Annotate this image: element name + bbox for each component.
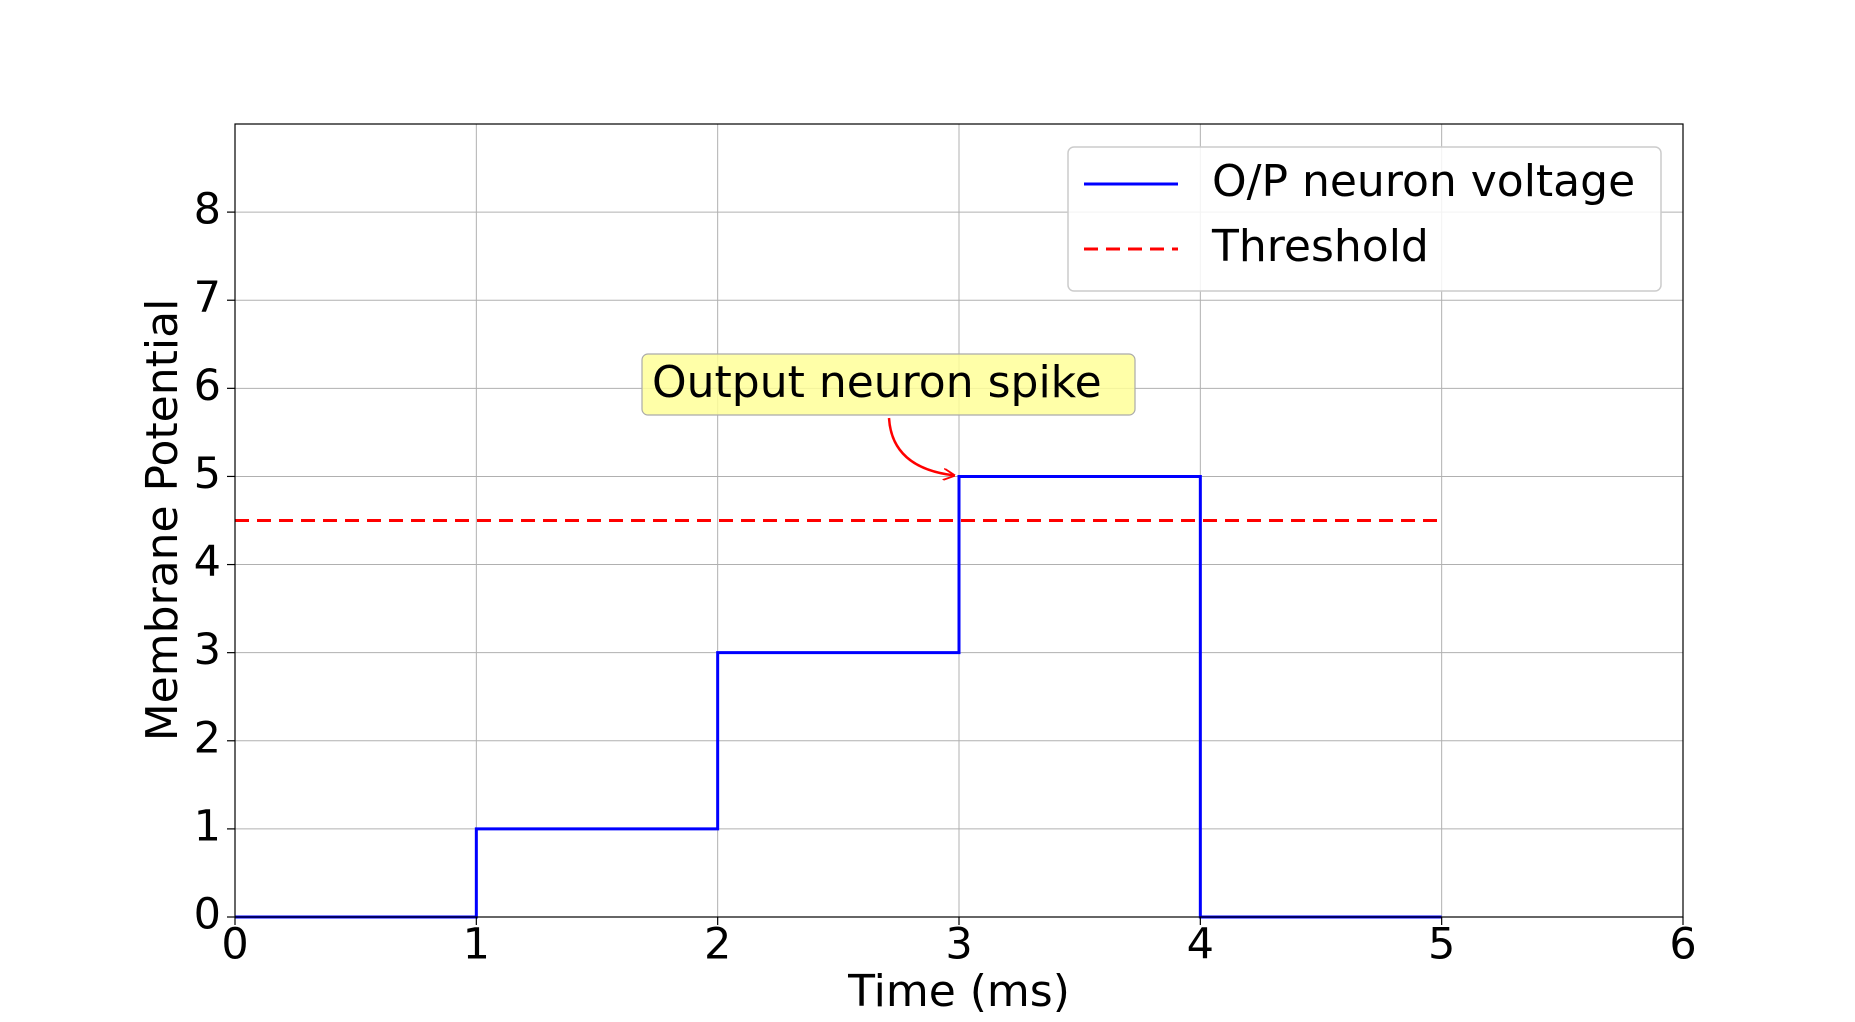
x-tick-label: 3 [945, 920, 972, 970]
y-tick-label: 6 [194, 361, 221, 411]
legend-box [1067, 146, 1662, 292]
y-tick-label: 2 [194, 713, 221, 763]
y-tick-label: 7 [194, 273, 221, 323]
x-tick-label: 5 [1428, 920, 1455, 970]
y-tick-label: 8 [194, 185, 221, 235]
legend-label: O/P neuron voltage [1212, 156, 1635, 207]
y-tick-label: 4 [194, 537, 221, 587]
x-tick-label: 1 [463, 920, 490, 970]
annotation-box [641, 353, 1136, 416]
x-axis-label: Time (ms) [847, 966, 1070, 1017]
x-tick-label: 6 [1669, 920, 1696, 970]
legend-label: Threshold [1211, 221, 1429, 272]
y-axis-label: Membrane Potential [137, 299, 188, 742]
x-tick-label: 2 [704, 920, 731, 970]
series-line [235, 474, 1442, 919]
y-tick-label: 3 [194, 625, 221, 675]
y-tick-label: 1 [194, 801, 221, 851]
annotation-arrow [887, 417, 954, 475]
annotation-text: Output neuron spike [652, 357, 1102, 408]
legend: O/P neuron voltage Threshold [1067, 146, 1662, 292]
y-tick-label: 0 [194, 890, 221, 940]
x-tick-label: 0 [221, 920, 248, 970]
x-tick-label: 4 [1187, 920, 1214, 970]
y-tick-label: 5 [194, 449, 221, 499]
plot-area [235, 474, 1442, 919]
